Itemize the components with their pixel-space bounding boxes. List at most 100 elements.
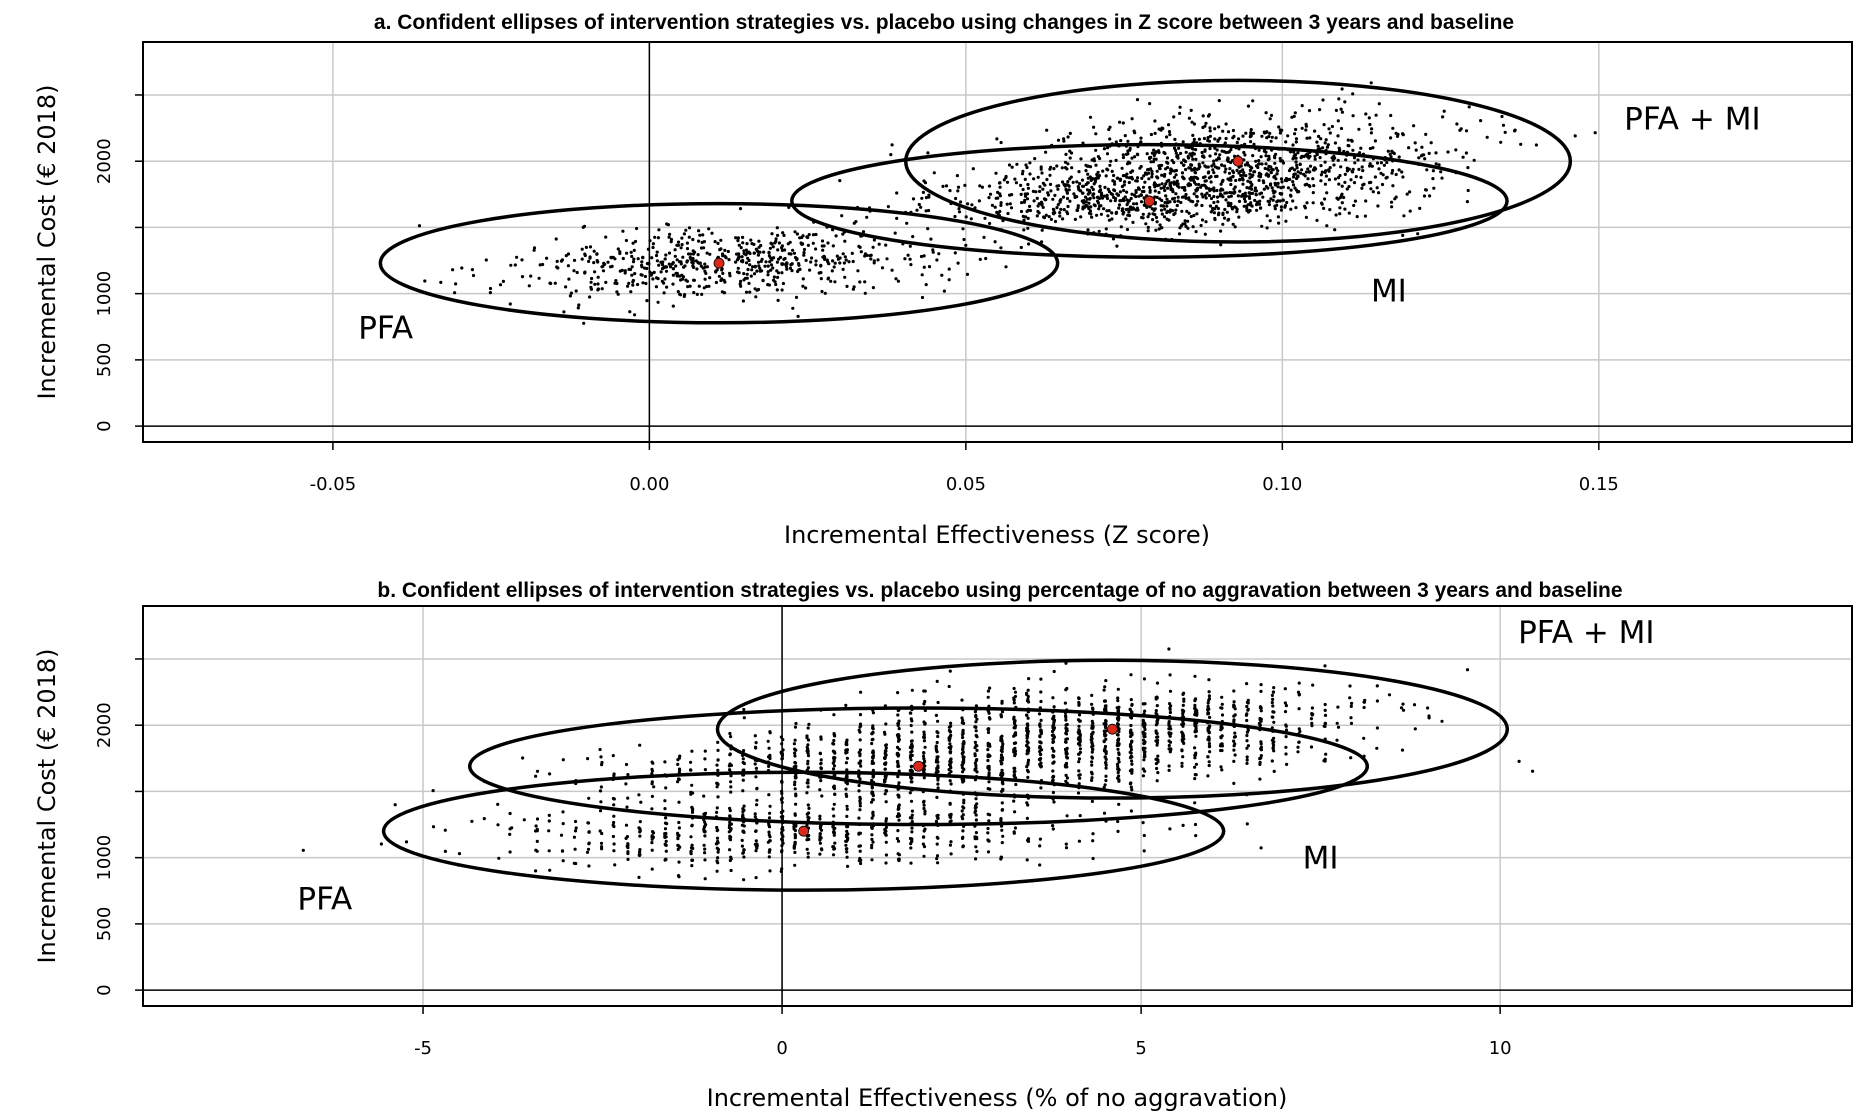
- data-point: [1012, 717, 1016, 721]
- data-point: [1259, 155, 1263, 159]
- data-point: [1154, 709, 1158, 713]
- data-point: [1464, 129, 1469, 133]
- data-point: [1177, 232, 1182, 236]
- data-point: [1127, 210, 1131, 214]
- data-point: [906, 253, 910, 257]
- data-point: [1192, 137, 1196, 141]
- data-point: [1209, 175, 1213, 179]
- data-point: [754, 775, 758, 779]
- data-point: [671, 267, 675, 271]
- data-point: [1311, 201, 1315, 205]
- data-point: [940, 273, 944, 277]
- data-point: [1593, 131, 1597, 135]
- data-point: [698, 233, 702, 237]
- data-point: [612, 814, 616, 818]
- data-point: [1064, 765, 1068, 769]
- data-point: [1117, 751, 1121, 755]
- data-point: [1246, 179, 1250, 183]
- data-point: [1434, 162, 1438, 166]
- data-point: [572, 835, 577, 839]
- data-point: [819, 758, 823, 762]
- data-point: [923, 759, 927, 764]
- data-point: [870, 843, 874, 847]
- data-point: [1143, 709, 1147, 713]
- data-point: [1039, 165, 1043, 169]
- data-point: [1389, 113, 1393, 118]
- data-point: [1319, 179, 1323, 183]
- data-point: [1193, 746, 1197, 750]
- data-point: [1160, 212, 1164, 216]
- data-point: [1004, 174, 1008, 179]
- data-point: [959, 200, 963, 204]
- data-point: [1127, 199, 1131, 203]
- data-point: [1347, 211, 1351, 215]
- data-point: [1078, 773, 1082, 777]
- data-point: [1217, 166, 1221, 170]
- data-point: [987, 711, 991, 715]
- data-point: [1360, 186, 1364, 190]
- data-point: [535, 839, 539, 844]
- data-point: [999, 735, 1003, 740]
- data-point: [780, 837, 784, 841]
- data-point: [508, 832, 512, 837]
- data-point: [650, 835, 654, 839]
- data-point: [986, 748, 990, 752]
- data-point: [961, 747, 965, 751]
- data-point: [804, 258, 808, 262]
- data-point: [890, 268, 894, 272]
- data-point: [1063, 160, 1068, 164]
- data-point: [1269, 170, 1273, 174]
- data-point: [947, 267, 951, 271]
- data-point: [829, 279, 833, 283]
- data-point: [715, 869, 719, 873]
- data-point: [677, 756, 682, 760]
- data-point: [508, 302, 512, 306]
- data-point: [1132, 202, 1136, 206]
- data-point: [1271, 690, 1275, 694]
- data-point: [845, 756, 850, 760]
- data-point: [1319, 137, 1323, 141]
- data-point: [806, 751, 810, 755]
- data-point: [1318, 108, 1322, 112]
- data-point: [974, 764, 978, 768]
- data-point: [780, 756, 785, 761]
- data-point: [922, 799, 926, 804]
- data-point: [1117, 760, 1121, 764]
- data-point: [1040, 203, 1044, 207]
- data-point: [663, 799, 667, 803]
- data-point: [1310, 724, 1314, 728]
- data-point: [846, 864, 850, 869]
- data-point: [629, 250, 633, 254]
- data-point: [1220, 180, 1224, 184]
- data-point: [1153, 131, 1157, 135]
- panel-b-y-tick-label: 500: [94, 907, 115, 941]
- data-point: [1078, 776, 1082, 780]
- data-point: [1162, 215, 1167, 219]
- data-point: [1120, 209, 1124, 213]
- data-point: [871, 754, 876, 758]
- data-point: [1155, 175, 1159, 179]
- data-point: [1121, 153, 1125, 157]
- data-point: [1280, 159, 1284, 163]
- data-point: [1199, 223, 1203, 228]
- data-point: [1407, 146, 1411, 150]
- data-point: [1050, 746, 1054, 751]
- data-point: [1222, 150, 1226, 154]
- data-point: [703, 768, 708, 772]
- data-point: [895, 752, 899, 756]
- data-point: [1343, 172, 1347, 176]
- data-point: [1220, 768, 1224, 772]
- data-point: [1076, 718, 1081, 722]
- data-point: [1044, 197, 1048, 202]
- data-point: [1045, 128, 1049, 132]
- panel-a-pfa-mean-point: [713, 257, 725, 269]
- data-point: [767, 850, 771, 854]
- data-point: [626, 857, 630, 862]
- data-point: [806, 747, 810, 751]
- data-point: [1384, 176, 1388, 180]
- data-point: [1220, 706, 1224, 710]
- data-point: [1311, 683, 1315, 687]
- data-point: [1000, 710, 1005, 714]
- data-point: [1102, 811, 1107, 815]
- data-point: [1500, 114, 1504, 119]
